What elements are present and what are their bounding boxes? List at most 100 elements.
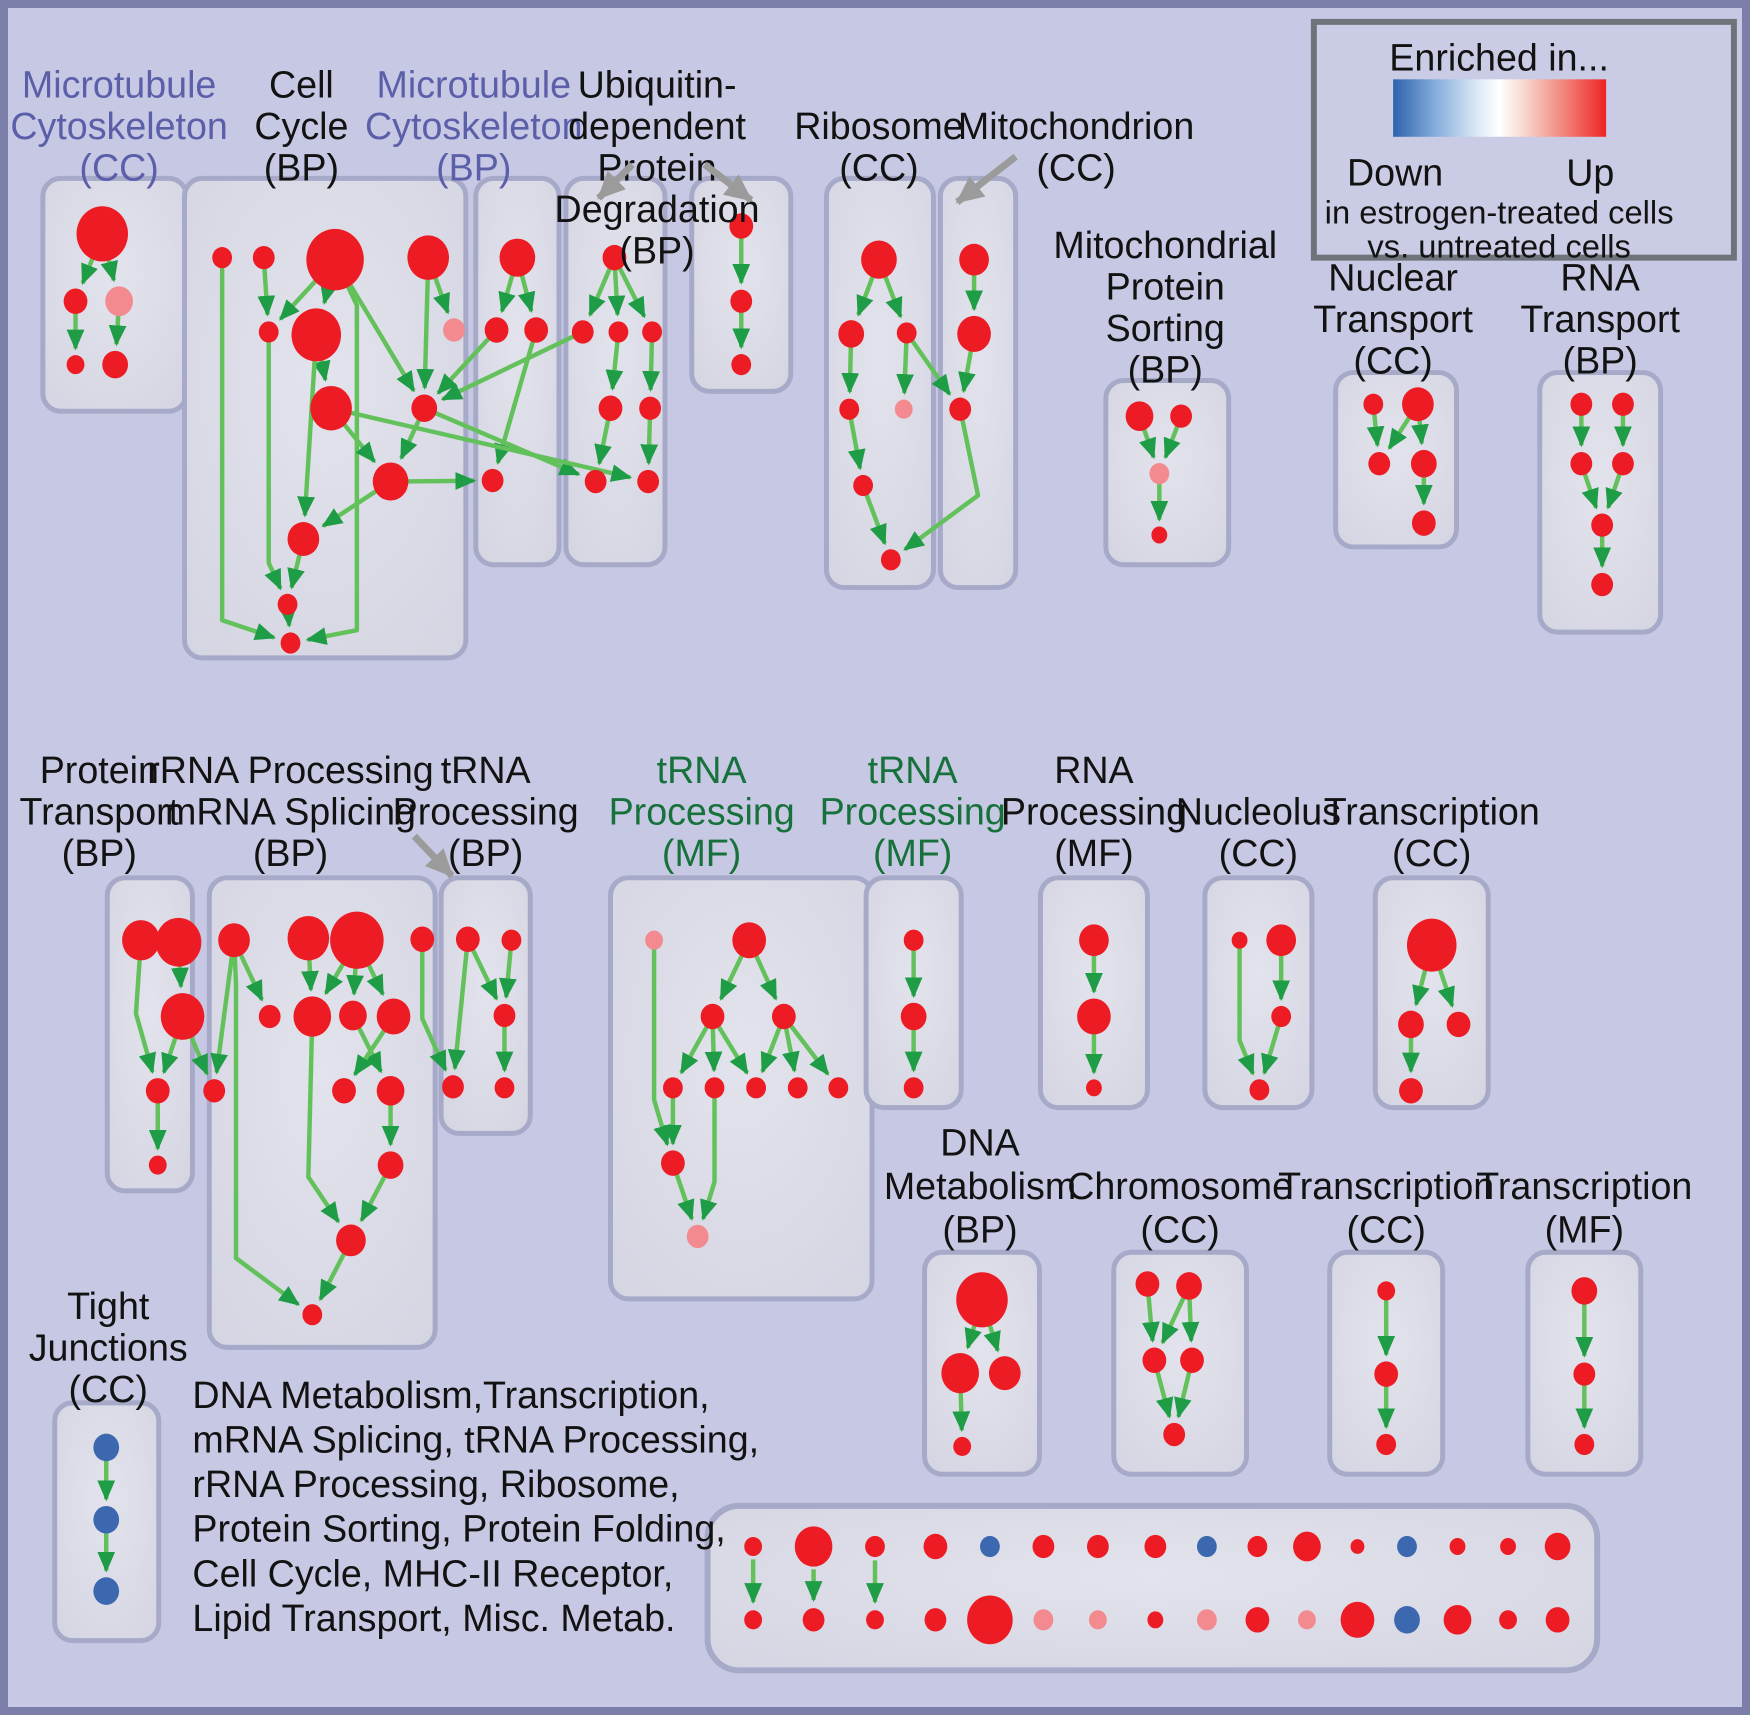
edge-mA-l1 — [679, 1023, 710, 1075]
go-term-node-tj1 — [93, 1433, 120, 1462]
edge-d2-d4 — [952, 1388, 971, 1433]
edge-K-L — [359, 1173, 388, 1223]
cluster-label-mito-protein-sorting: Sorting — [1106, 307, 1225, 349]
strip-top-node-9 — [1196, 1535, 1217, 1558]
edge-a3-a5 — [108, 312, 127, 347]
go-term-node-g3 — [1086, 1079, 1102, 1097]
edge-mB-l3 — [760, 1024, 783, 1074]
strip-top-node-16 — [1544, 1532, 1571, 1561]
go-term-node-t6 — [1591, 572, 1614, 597]
edge-c7-c9 — [339, 419, 377, 464]
go-term-node-k2 — [900, 1002, 927, 1031]
go-term-node-n2 — [1402, 387, 1434, 422]
go-term-node-tj3 — [93, 1577, 120, 1605]
edge-r1-r2 — [856, 272, 877, 317]
go-term-node-c2 — [252, 245, 275, 270]
go-term-node-s1 — [455, 926, 480, 952]
edge-r3-r5 — [896, 340, 914, 395]
cluster-label-trna-bp: Processing — [393, 790, 579, 832]
go-term-node-k1 — [903, 929, 924, 951]
go-term-node-mt2 — [957, 315, 991, 352]
cluster-label-chromosome: (CC) — [1140, 1208, 1219, 1250]
edge-n1-n3 — [1366, 411, 1385, 448]
go-term-node-n4 — [1410, 449, 1437, 478]
cluster-label-mitochondrion: (CC) — [1036, 146, 1115, 188]
go-term-node-c6 — [291, 308, 342, 362]
cluster-label-microtubule-cc: Microtubule — [22, 63, 216, 105]
go-term-node-d1 — [956, 1272, 1008, 1328]
cluster-label-trna-bp: (BP) — [448, 832, 523, 874]
go-term-node-w2 — [1398, 1010, 1424, 1039]
strip-top-node-8 — [1144, 1534, 1167, 1559]
edge-pk1-w — [651, 947, 671, 1147]
edge-c3-c5 — [278, 275, 322, 321]
cluster-label-nucleolus: Nucleolus — [1176, 790, 1341, 832]
go-term-node-l1 — [662, 1077, 683, 1099]
strip-top-node-13 — [1397, 1535, 1417, 1558]
cluster-label-ribosome: (CC) — [839, 146, 918, 188]
go-term-node-u6 — [639, 396, 662, 420]
cross-edge-c7-u8 — [346, 409, 633, 482]
go-term-node-C — [330, 911, 384, 969]
go-term-node-t4 — [1612, 452, 1634, 476]
go-term-node-m2 — [484, 317, 509, 343]
go-term-node-m1 — [499, 238, 536, 277]
cluster-label-dna-metabolism: DNA — [940, 1121, 1020, 1163]
go-term-node-x1 — [1135, 1271, 1160, 1297]
strip-top-node-12 — [1350, 1539, 1365, 1554]
cross-edge-u2-c8 — [440, 333, 576, 402]
edge-c8-c9 — [399, 416, 423, 461]
go-term-node-w4 — [1399, 1078, 1423, 1104]
edge-mA-l2 — [704, 1025, 723, 1073]
cluster-label-tight-junctions: (CC) — [69, 1368, 148, 1410]
strip-description-line3: rRNA Processing, Ribosome, — [192, 1463, 679, 1505]
edge-u1-u4 — [616, 265, 647, 319]
go-term-node-s2 — [501, 929, 522, 951]
go-term-node-g1 — [1079, 924, 1109, 957]
cluster-box-nuclear-transport — [1333, 370, 1460, 550]
edge-l2-pk2 — [700, 1095, 718, 1221]
cluster-label-transcription-cc-bottom: Transcription — [1278, 1165, 1494, 1207]
edge-u3-u5 — [605, 339, 624, 391]
cluster-label-rna-transport: Transport — [1520, 298, 1680, 340]
cluster-label-ubiquitin-a: Degradation — [555, 188, 760, 230]
cluster-label-microtubule-cc: Cytoskeleton — [10, 105, 228, 147]
go-term-node-c9 — [372, 462, 409, 501]
cluster-label-ubiquitin-a: dependent — [568, 105, 746, 147]
go-term-node-c11 — [277, 593, 298, 615]
edge-x4-x5 — [1174, 1368, 1193, 1419]
go-term-node-u2 — [571, 320, 594, 344]
edge-c2-c5 — [257, 266, 276, 317]
cluster-label-ubiquitin-a: Ubiquitin- — [578, 63, 737, 105]
legend-up-label: Up — [1566, 151, 1614, 193]
cluster-label-mito-protein-sorting: (BP) — [1128, 349, 1203, 391]
cluster-box-nucleolus — [1202, 875, 1315, 1111]
edge-p1-p3 — [1139, 425, 1157, 460]
mitochondrion-pointer — [955, 153, 1018, 205]
cluster-label-chromosome: Chromosome — [1067, 1165, 1293, 1207]
go-term-node-y1 — [1377, 1281, 1396, 1301]
edge-c5-c11 — [264, 339, 283, 591]
go-term-node-qb — [148, 1155, 167, 1175]
go-term-node-r4 — [839, 398, 860, 420]
edge-q3-q4 — [161, 1032, 180, 1075]
strip-bottom-node-15 — [1499, 1610, 1517, 1630]
cluster-box-chromosome — [1111, 1249, 1249, 1477]
edge-T-mA — [718, 951, 746, 1001]
edge-c4-c8 — [416, 274, 435, 390]
cross-edge-c9-m4 — [404, 472, 477, 490]
go-term-node-u3 — [608, 321, 629, 343]
cluster-label-trna-mf-small: tRNA — [868, 749, 959, 791]
edge-x1-x3 — [1142, 1293, 1160, 1343]
edge-s2-s3 — [499, 947, 517, 1000]
cluster-label-rna-processing-mf: RNA — [1054, 749, 1134, 791]
go-term-node-z1 — [1571, 1277, 1598, 1305]
cluster-label-trna-mf-small: (MF) — [873, 832, 952, 874]
edge-n2-n3 — [1387, 413, 1413, 450]
cluster-label-ubiquitin-a: (BP) — [619, 230, 694, 272]
edge-c3-c8 — [345, 278, 416, 393]
go-term-node-p3 — [1149, 463, 1170, 485]
go-term-node-tj2 — [93, 1505, 120, 1534]
go-term-node-F — [293, 996, 332, 1037]
